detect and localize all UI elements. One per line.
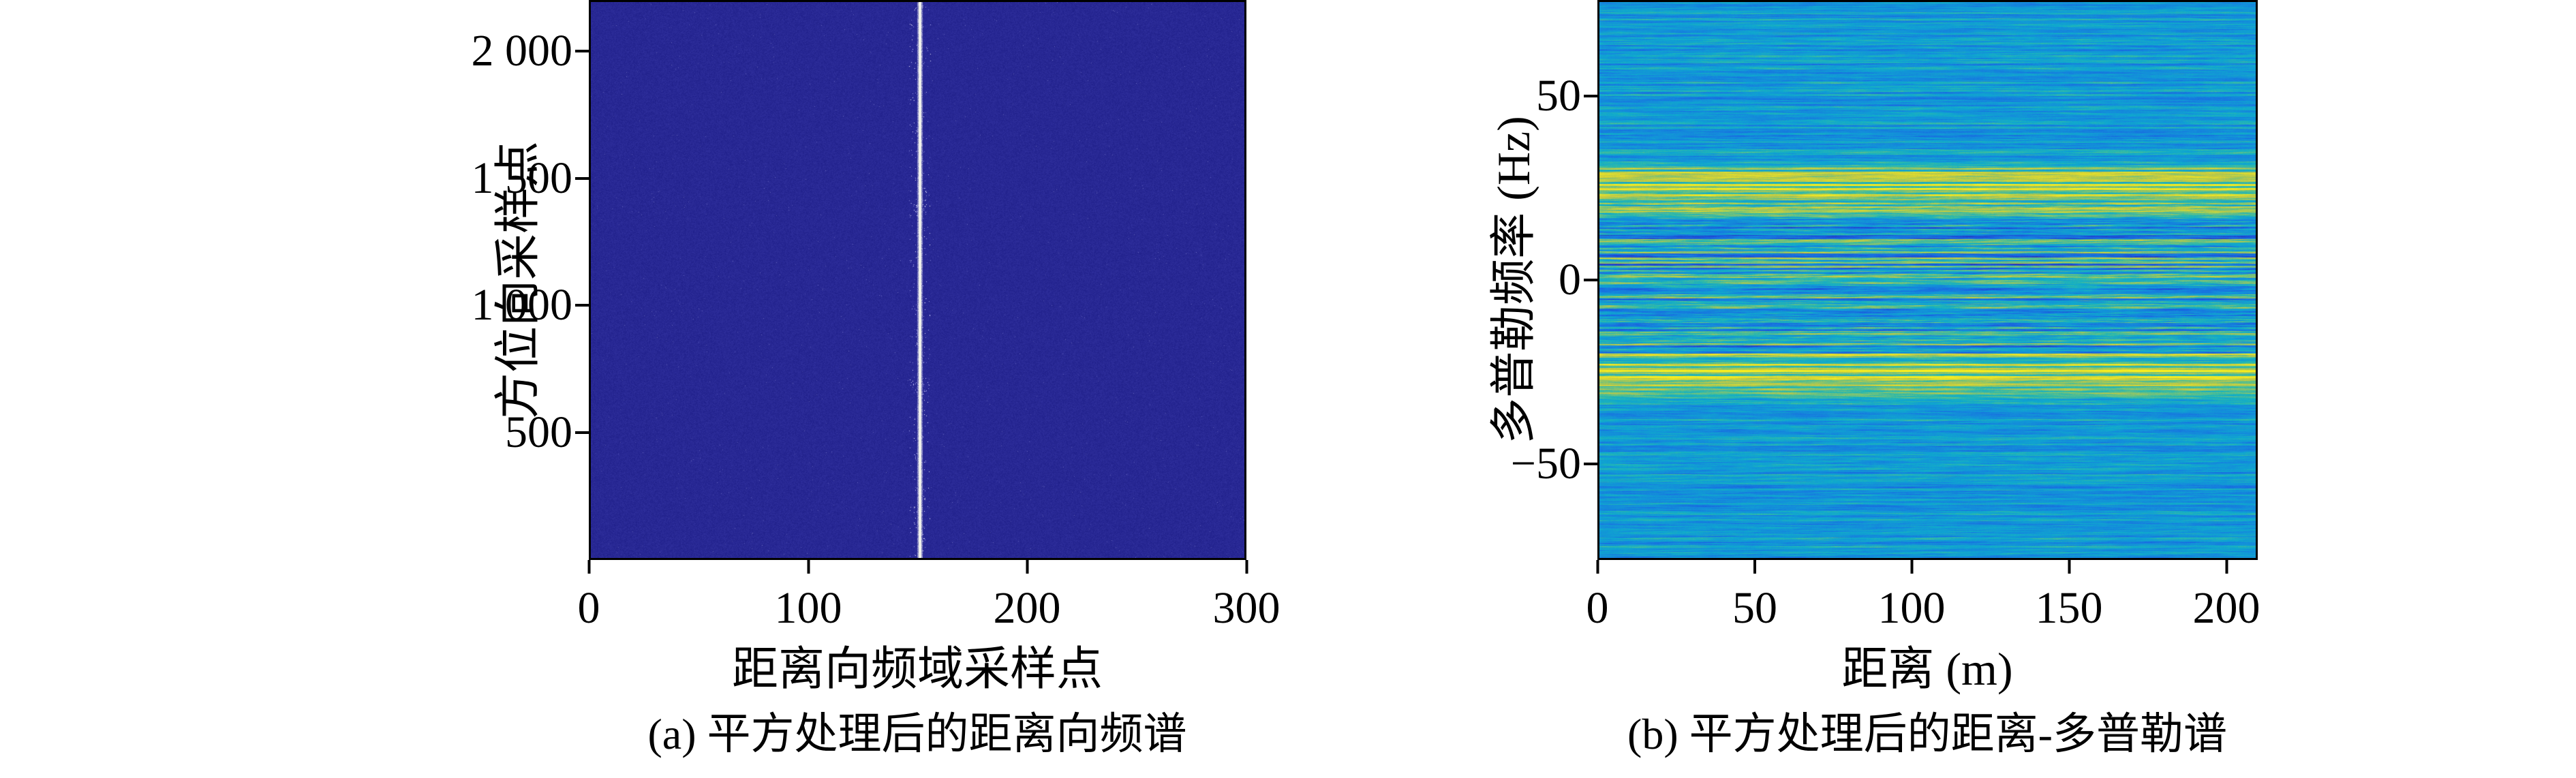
panel-a-heatmap-canvas xyxy=(591,2,1244,558)
panel-a-plot-area xyxy=(589,0,1246,560)
y-tick-label: 500 xyxy=(0,410,589,455)
x-tick-label: 200 xyxy=(993,560,1061,633)
x-tick-label: 100 xyxy=(1877,560,1946,633)
x-tick-label: 0 xyxy=(1586,560,1609,633)
panel-a-caption: (a) 平方处理后的距离向频谱 xyxy=(647,710,1187,758)
x-tick-label: 200 xyxy=(2192,560,2260,633)
y-tick-label: 50 xyxy=(0,74,1597,119)
x-tick-label: 50 xyxy=(1732,560,1777,633)
panel-b-plot-area xyxy=(1597,0,2258,560)
y-tick-label: 1 000 xyxy=(0,283,589,328)
x-tick-label: 100 xyxy=(774,560,842,633)
y-tick-label: 2 000 xyxy=(0,29,589,74)
x-tick-label: 300 xyxy=(1212,560,1281,633)
y-tick-label: −50 xyxy=(0,441,1597,486)
y-tick-label: 1 500 xyxy=(0,156,589,201)
panel-b-caption: (b) 平方处理后的距离-多普勒谱 xyxy=(1627,710,2227,758)
panel-a-x-axis-label: 距离向频域采样点 xyxy=(731,643,1103,695)
x-tick-label: 150 xyxy=(2035,560,2103,633)
x-tick-label: 0 xyxy=(577,560,600,633)
panel-b-x-axis-label: 距离 (m) xyxy=(1841,643,2013,695)
y-tick-label: 0 xyxy=(0,258,1597,302)
panel-b-heatmap-canvas xyxy=(1599,2,2256,558)
